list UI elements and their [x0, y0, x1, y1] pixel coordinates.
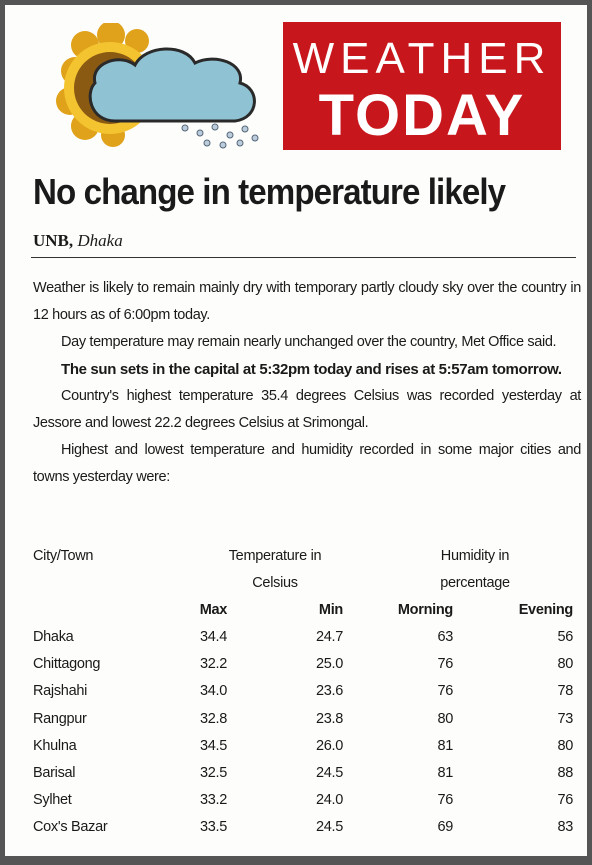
table-value: 80 [557, 656, 573, 673]
table-value: 24.5 [315, 819, 343, 836]
city-name: Rajshahi [33, 683, 88, 700]
table-value: 81 [437, 765, 453, 781]
paragraph: Country's highest temperature 35.4 degre… [33, 388, 581, 431]
table-value: 76 [437, 656, 453, 673]
weather-icon [56, 23, 259, 149]
table-value: 24.7 [315, 629, 343, 645]
group-header: City/Town [33, 548, 94, 564]
column-header: Min [318, 602, 343, 618]
headline: No change in temperature likely [33, 171, 506, 212]
table-value: 80 [437, 710, 453, 727]
table-value: 63 [437, 629, 453, 645]
table-value: 34.4 [199, 629, 227, 645]
city-name: Cox's Bazar [33, 819, 108, 836]
table-value: 33.2 [199, 792, 227, 809]
city-name: Chittagong [33, 656, 101, 673]
table-value: 69 [437, 819, 453, 836]
table-value: 24.0 [315, 792, 343, 809]
table-value: 76 [437, 792, 453, 809]
table-value: 24.5 [315, 765, 343, 781]
table-value: 83 [557, 819, 573, 836]
article-body: Weather is likely to remain mainly dry w… [33, 275, 581, 491]
place: Dhaka [77, 231, 123, 250]
rule [31, 257, 576, 258]
table-value: 25.0 [315, 656, 343, 673]
table-value: 81 [437, 737, 453, 754]
city-name: Rangpur [33, 710, 87, 727]
table-value: 73 [557, 710, 573, 727]
agency: UNB, [33, 231, 74, 250]
paragraph: Day temperature may remain nearly unchan… [61, 334, 557, 350]
paragraph: Weather is likely to remain mainly dry w… [33, 280, 581, 323]
group-header: Temperature in Celsius [228, 548, 322, 591]
table-value: 32.2 [199, 656, 227, 673]
banner: WEATHER TODAY [283, 22, 561, 150]
column-header: Morning [397, 602, 453, 618]
table-value: 56 [557, 629, 573, 645]
table-value: 76 [437, 683, 453, 700]
banner-line: TODAY [318, 83, 526, 148]
table-value: 34.0 [199, 683, 227, 700]
table-value: 88 [557, 765, 573, 781]
table-value: 23.8 [315, 710, 343, 727]
group-header: Humidity in percentage [440, 548, 510, 591]
table-value: 32.8 [199, 710, 227, 727]
banner-line: WEATHER [292, 34, 552, 83]
table-value: 76 [557, 792, 573, 809]
city-name: Barisal [33, 765, 76, 781]
table-value: 34.5 [199, 737, 227, 754]
table-value: 80 [557, 737, 573, 754]
paragraph: The sun sets in the capital at 5:32pm to… [61, 361, 562, 378]
column-header: Evening [518, 602, 574, 618]
city-name: Dhaka [33, 629, 74, 645]
table-value: 78 [557, 683, 573, 700]
table-value: 26.0 [315, 737, 343, 754]
city-name: Sylhet [33, 792, 72, 809]
table-value: 23.6 [315, 683, 343, 700]
table-value: 33.5 [199, 819, 227, 836]
byline: UNB, Dhaka [33, 231, 123, 251]
table-value: 32.5 [199, 765, 227, 781]
table: City/Town Temperature in Celsius Humidity … [5, 543, 587, 843]
column-header: Max [199, 602, 228, 618]
city-name: Khulna [33, 737, 77, 754]
paragraph: Highest and lowest temperature and humid… [33, 442, 581, 485]
